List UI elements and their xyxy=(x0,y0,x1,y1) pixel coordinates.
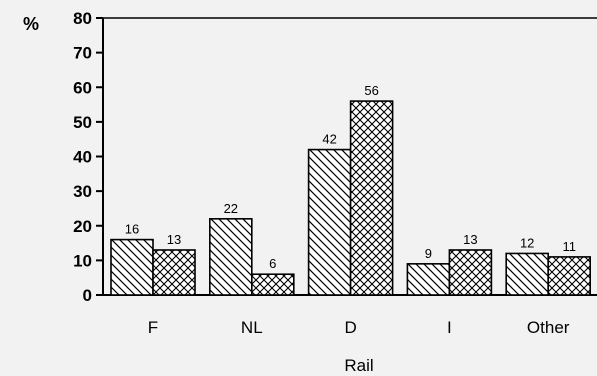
y-tick-label: 70 xyxy=(73,44,92,63)
x-category-label: NL xyxy=(241,318,263,337)
y-tick-label: 30 xyxy=(73,182,92,201)
x-category-label: I xyxy=(447,318,452,337)
bar-series-1-bar xyxy=(210,219,252,295)
bar-series-2-bar xyxy=(153,250,195,295)
y-tick-label: 80 xyxy=(73,9,92,28)
data-label: 9 xyxy=(425,246,432,261)
y-tick-label: 10 xyxy=(73,251,92,270)
x-axis-title: Rail xyxy=(344,356,373,375)
bar-series-1-bar xyxy=(407,264,449,295)
bar-series-1-bar xyxy=(309,150,351,295)
data-label: 11 xyxy=(562,239,576,254)
data-label: 13 xyxy=(167,232,181,247)
data-label: 13 xyxy=(463,232,477,247)
y-axis-unit-label: % xyxy=(23,14,39,34)
bar-series-1-bar xyxy=(506,253,548,295)
data-label: 42 xyxy=(322,132,336,147)
data-label: 6 xyxy=(269,256,276,271)
bar-series-2-bar xyxy=(351,101,393,295)
bar-series-2-bar xyxy=(548,257,590,295)
y-tick-label: 40 xyxy=(73,148,92,167)
y-tick-label: 0 xyxy=(83,286,92,305)
data-label: 22 xyxy=(224,201,238,216)
y-tick-label: 20 xyxy=(73,217,92,236)
x-category-label: D xyxy=(344,318,356,337)
y-tick-label: 50 xyxy=(73,113,92,132)
data-label: 12 xyxy=(520,235,534,250)
bar-series-1-bar xyxy=(111,240,153,295)
bar-series-2-bar xyxy=(449,250,491,295)
bar-series-2-bar xyxy=(252,274,294,295)
x-category-label: Other xyxy=(527,318,570,337)
data-label: 56 xyxy=(364,83,378,98)
data-label: 16 xyxy=(125,222,139,237)
y-tick-label: 60 xyxy=(73,78,92,97)
x-category-label: F xyxy=(148,318,158,337)
